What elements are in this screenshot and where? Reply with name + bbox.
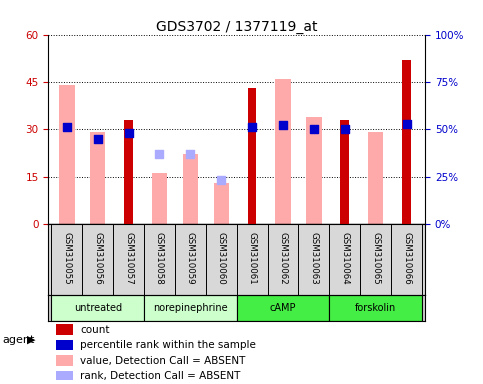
Text: GSM310066: GSM310066 bbox=[402, 232, 411, 285]
Bar bbox=[183, 154, 198, 224]
Text: GSM310063: GSM310063 bbox=[310, 232, 318, 285]
Bar bbox=[341, 120, 349, 224]
Bar bbox=[56, 324, 73, 335]
Text: GSM310065: GSM310065 bbox=[371, 232, 380, 285]
Bar bbox=[56, 340, 73, 351]
Text: GSM310056: GSM310056 bbox=[93, 232, 102, 285]
Bar bbox=[237, 295, 329, 321]
Bar bbox=[144, 295, 237, 321]
Text: ▶: ▶ bbox=[27, 335, 35, 345]
Point bbox=[63, 124, 71, 131]
Text: GSM310057: GSM310057 bbox=[124, 232, 133, 285]
Bar bbox=[152, 174, 167, 224]
Point bbox=[248, 124, 256, 131]
Text: GSM310059: GSM310059 bbox=[186, 232, 195, 285]
Point bbox=[156, 151, 163, 157]
Text: GSM310062: GSM310062 bbox=[279, 232, 287, 285]
Bar bbox=[51, 295, 144, 321]
Bar bbox=[248, 88, 256, 224]
Text: forskolin: forskolin bbox=[355, 303, 396, 313]
Text: norepinephrine: norepinephrine bbox=[153, 303, 227, 313]
Bar bbox=[56, 355, 73, 366]
Point bbox=[310, 126, 318, 132]
Point bbox=[217, 177, 225, 183]
Point bbox=[125, 130, 132, 136]
Bar bbox=[329, 295, 422, 321]
Point bbox=[341, 126, 349, 132]
Point bbox=[94, 136, 101, 142]
Bar bbox=[124, 120, 133, 224]
Text: GSM310058: GSM310058 bbox=[155, 232, 164, 285]
Bar bbox=[213, 183, 229, 224]
Text: rank, Detection Call = ABSENT: rank, Detection Call = ABSENT bbox=[80, 371, 241, 381]
Point bbox=[279, 122, 287, 129]
Bar bbox=[59, 85, 74, 224]
Bar bbox=[275, 79, 291, 224]
Text: value, Detection Call = ABSENT: value, Detection Call = ABSENT bbox=[80, 356, 246, 366]
Bar bbox=[56, 371, 73, 381]
Point bbox=[186, 151, 194, 157]
Text: percentile rank within the sample: percentile rank within the sample bbox=[80, 340, 256, 350]
Bar bbox=[368, 132, 384, 224]
Bar bbox=[306, 117, 322, 224]
Text: untreated: untreated bbox=[73, 303, 122, 313]
Title: GDS3702 / 1377119_at: GDS3702 / 1377119_at bbox=[156, 20, 317, 33]
Text: GSM310061: GSM310061 bbox=[248, 232, 256, 285]
Text: agent: agent bbox=[2, 335, 35, 345]
Bar bbox=[90, 132, 105, 224]
Bar bbox=[402, 60, 411, 224]
Text: GSM310064: GSM310064 bbox=[340, 232, 349, 285]
Text: cAMP: cAMP bbox=[270, 303, 296, 313]
Point bbox=[403, 121, 411, 127]
Text: count: count bbox=[80, 324, 110, 334]
Text: GSM310060: GSM310060 bbox=[217, 232, 226, 285]
Text: GSM310055: GSM310055 bbox=[62, 232, 71, 285]
